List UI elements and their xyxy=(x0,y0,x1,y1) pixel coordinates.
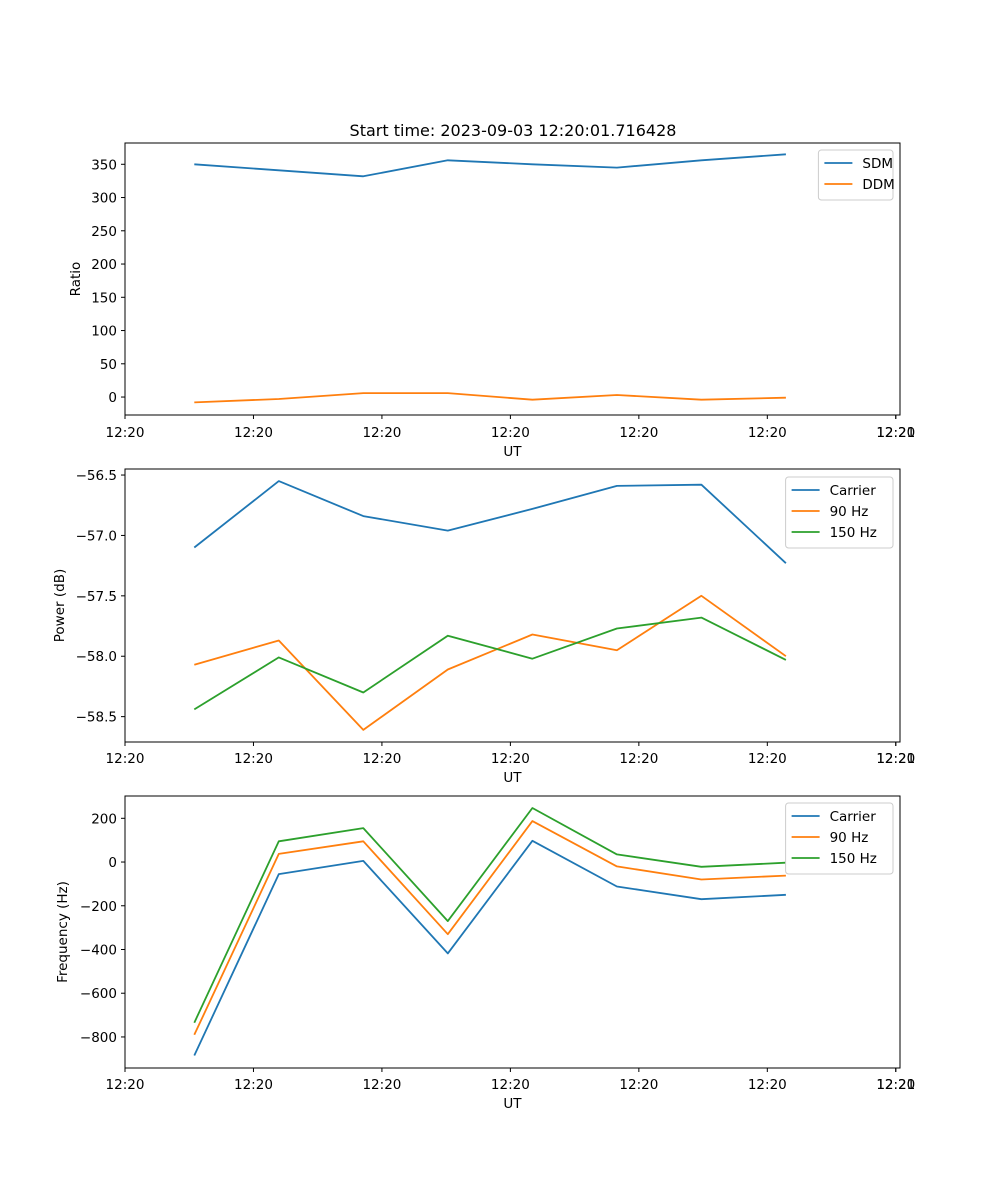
y-tick-label: 150 xyxy=(91,290,117,306)
frequency-panel: 12:20 12:20 12:20 12:20 12:20 12:20 12:2012:21… xyxy=(55,795,915,1112)
x-tick-label: 12:20 xyxy=(876,1077,915,1093)
x-tick-label: 12:20 xyxy=(876,751,915,767)
legend-label: DDM xyxy=(862,177,894,193)
x-tick-label: 12:20 xyxy=(362,751,401,767)
x-axis-label: UT xyxy=(503,444,522,460)
y-tick-label: −57.5 xyxy=(76,589,117,605)
axes-frame xyxy=(124,795,901,1069)
x-axis-label: UT xyxy=(503,770,522,786)
legend-label: 150 Hz xyxy=(830,525,877,541)
x-tick-label: 12:20 xyxy=(876,425,915,441)
x-tick-label: 12:20 xyxy=(748,1077,787,1093)
y-tick-label: −800 xyxy=(80,1030,117,1046)
x-tick-label: 12:20 xyxy=(619,425,658,441)
series-line-90-hz xyxy=(194,594,787,731)
x-tick-label: 12:20 xyxy=(106,425,145,441)
axes-frame xyxy=(124,142,901,416)
series-line-150-hz xyxy=(193,616,787,711)
series-line-ddm xyxy=(194,392,786,404)
y-tick-label: −56.5 xyxy=(76,468,117,484)
series-line-sdm xyxy=(194,153,786,178)
x-axis-label: UT xyxy=(503,1096,522,1112)
legend-label: SDM xyxy=(862,156,893,172)
y-tick-label: −400 xyxy=(80,942,117,958)
x-tick-label: 12:20 xyxy=(106,1077,145,1093)
x-tick-label: 12:20 xyxy=(234,1077,273,1093)
y-tick-label: 0 xyxy=(108,390,117,406)
y-tick-label: −58.5 xyxy=(76,710,117,726)
y-tick-label: 250 xyxy=(91,224,117,240)
series-line-150-hz xyxy=(193,807,786,1024)
legend-label: 150 Hz xyxy=(830,851,877,867)
series-line-carrier xyxy=(193,839,786,1056)
x-tick-label: 12:20 xyxy=(491,425,530,441)
ratio-panel: 12:20 12:20 12:20 12:20 12:20 12:20 12:2012:21… xyxy=(68,142,915,460)
x-tick-label: 12:20 xyxy=(362,425,401,441)
series-line-carrier xyxy=(193,480,787,564)
series-line-90-hz xyxy=(193,820,786,1036)
y-tick-label: 300 xyxy=(91,191,117,207)
x-tick-label: 12:20 xyxy=(748,425,787,441)
y-tick-label: −200 xyxy=(80,899,117,915)
figure-title: Start time: 2023-09-03 12:20:01.716428 xyxy=(350,121,677,140)
y-axis-label: Ratio xyxy=(68,262,84,297)
y-tick-label: −600 xyxy=(80,986,117,1002)
y-tick-label: 200 xyxy=(91,257,117,273)
y-tick-label: 0 xyxy=(108,855,117,871)
x-tick-label: 12:20 xyxy=(234,751,273,767)
x-tick-label: 12:21 xyxy=(876,1077,915,1093)
x-tick-label: 12:20 xyxy=(362,1077,401,1093)
x-tick-label: 12:20 xyxy=(619,751,658,767)
y-axis-label: Power (dB) xyxy=(52,569,68,642)
x-tick-label: 12:20 xyxy=(491,1077,530,1093)
y-tick-label: 350 xyxy=(91,157,117,173)
x-tick-label: 12:20 xyxy=(106,751,145,767)
y-tick-label: 100 xyxy=(91,324,117,340)
legend-label: 90 Hz xyxy=(830,504,869,520)
axes-frame xyxy=(124,468,901,743)
x-tick-label: 12:20 xyxy=(234,425,273,441)
legend-box xyxy=(785,476,894,549)
x-tick-label: 12:20 xyxy=(748,751,787,767)
y-axis-label: Frequency (Hz) xyxy=(55,881,71,983)
y-tick-label: −58.0 xyxy=(76,649,117,665)
x-tick-label: 12:21 xyxy=(876,751,915,767)
x-tick-label: 12:21 xyxy=(876,425,915,441)
power-panel: 12:20 12:20 12:20 12:20 12:20 12:20 12:2012:21… xyxy=(52,468,915,786)
x-tick-label: 12:20 xyxy=(491,751,530,767)
y-tick-label: −57.0 xyxy=(76,528,117,544)
y-tick-label: 50 xyxy=(100,357,117,373)
x-tick-label: 12:20 xyxy=(619,1077,658,1093)
y-tick-label: 200 xyxy=(91,811,117,827)
legend-box xyxy=(785,802,894,875)
legend-label: Carrier xyxy=(830,483,877,499)
legend-label: 90 Hz xyxy=(830,830,869,846)
legend-label: Carrier xyxy=(830,809,877,825)
